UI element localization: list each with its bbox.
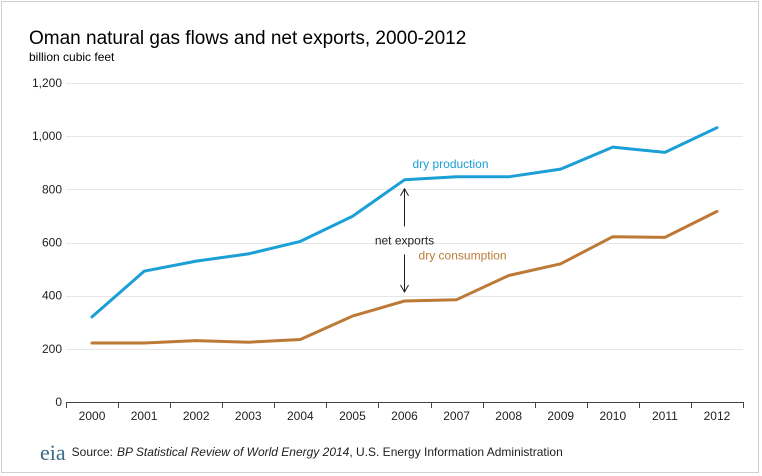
y-tick-label: 400 bbox=[42, 289, 62, 303]
x-tick-label: 2005 bbox=[339, 409, 366, 423]
y-tick-label: 1,000 bbox=[32, 129, 62, 143]
source-label: Source: bbox=[71, 445, 114, 459]
chart-title: Oman natural gas flows and net exports, … bbox=[29, 28, 467, 49]
series-label-consumption: dry consumption bbox=[419, 249, 507, 263]
y-axis-tick-labels: 0 200 400 600 800 1,000 1,200 bbox=[32, 76, 62, 409]
x-tick-label: 2000 bbox=[79, 409, 106, 423]
series-line bbox=[90, 209, 719, 345]
x-tick-label: 2001 bbox=[131, 409, 158, 423]
chart-subtitle: billion cubic feet bbox=[29, 50, 115, 64]
x-tick-label: 2002 bbox=[183, 409, 210, 423]
x-tick-label: 2003 bbox=[235, 409, 262, 423]
x-tick-label: 2012 bbox=[704, 409, 731, 423]
x-tick-label: 2006 bbox=[391, 409, 418, 423]
x-tick-label: 2007 bbox=[443, 409, 470, 423]
source-rest: , U.S. Energy Information Administration bbox=[349, 445, 563, 459]
y-tick-label: 200 bbox=[42, 342, 62, 356]
x-tick-label: 2010 bbox=[599, 409, 626, 423]
net-exports-label: net exports bbox=[375, 233, 434, 247]
y-tick-label: 800 bbox=[42, 182, 62, 196]
x-axis bbox=[66, 402, 744, 408]
x-tick-label: 2004 bbox=[287, 409, 314, 423]
series-lines bbox=[90, 126, 719, 345]
series-line bbox=[90, 126, 719, 319]
x-tick-label: 2009 bbox=[547, 409, 574, 423]
arrowhead-up bbox=[400, 187, 409, 197]
annotations: dry production dry consumption net exports bbox=[375, 157, 507, 293]
y-tick-label: 1,200 bbox=[32, 76, 62, 90]
arrowhead-down bbox=[400, 284, 409, 293]
x-tick-label: 2011 bbox=[652, 409, 678, 423]
series-label-production: dry production bbox=[412, 157, 488, 171]
x-tick-label: 2008 bbox=[495, 409, 522, 423]
y-tick-label: 0 bbox=[55, 395, 62, 409]
y-tick-label: 600 bbox=[42, 236, 62, 250]
source-footer: eia Source: BP Statistical Review of Wor… bbox=[40, 440, 563, 465]
eia-logo: eia bbox=[40, 440, 66, 465]
x-axis-tick-labels: 2000 2001 2002 2003 2004 2005 2006 2007 2008 2009… bbox=[79, 409, 731, 423]
source-title: BP Statistical Review of World Energy 20… bbox=[117, 445, 350, 459]
